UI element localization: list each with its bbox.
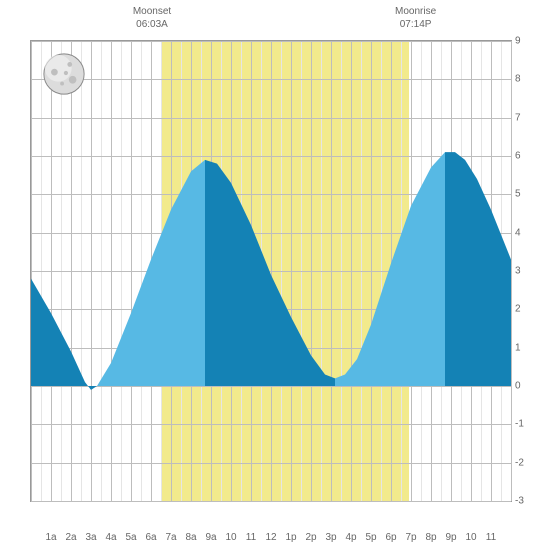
y-tick-label: 7 xyxy=(515,112,529,123)
grid-h xyxy=(31,41,511,42)
x-tick-label: 10 xyxy=(225,532,236,543)
x-tick-label: 1p xyxy=(285,532,296,543)
y-tick-label: -3 xyxy=(515,496,529,507)
x-tick-label: 4a xyxy=(105,532,116,543)
x-tick-label: 7a xyxy=(165,532,176,543)
plot-area: -3-2-101234567891a2a3a4a5a6a7a8a9a101112… xyxy=(30,40,512,502)
grid-h xyxy=(31,233,511,234)
x-tick-label: 11 xyxy=(486,532,496,543)
grid-h xyxy=(31,271,511,272)
y-tick-label: 6 xyxy=(515,151,529,162)
x-tick-label: 1a xyxy=(45,532,56,543)
y-tick-label: -2 xyxy=(515,457,529,468)
x-tick-label: 3p xyxy=(325,532,336,543)
x-tick-label: 9p xyxy=(445,532,456,543)
tide-chart: -3-2-101234567891a2a3a4a5a6a7a8a9a101112… xyxy=(0,0,550,550)
moonset-time-text: 06:03A xyxy=(133,18,171,31)
moonset-label: Moonset06:03A xyxy=(133,5,171,31)
x-tick-label: 12 xyxy=(265,532,276,543)
x-tick-label: 6p xyxy=(385,532,396,543)
grid-h xyxy=(31,79,511,80)
y-tick-label: -1 xyxy=(515,419,529,430)
y-tick-label: 4 xyxy=(515,227,529,238)
x-tick-label: 10 xyxy=(465,532,476,543)
x-tick-label: 2a xyxy=(65,532,76,543)
grid-h xyxy=(31,501,511,502)
y-tick-label: 1 xyxy=(515,342,529,353)
moonrise-label: Moonrise07:14P xyxy=(395,5,436,31)
x-tick-label: 5a xyxy=(125,532,136,543)
x-tick-label: 2p xyxy=(305,532,316,543)
moonrise-time-text: 07:14P xyxy=(395,18,436,31)
x-tick-label: 3a xyxy=(85,532,96,543)
x-tick-label: 7p xyxy=(405,532,416,543)
grid-v-major xyxy=(511,41,512,501)
y-tick-label: 3 xyxy=(515,266,529,277)
x-tick-label: 5p xyxy=(365,532,376,543)
x-tick-label: 8a xyxy=(185,532,196,543)
moon-icon xyxy=(41,51,87,97)
grid-h xyxy=(31,348,511,349)
x-tick-label: 9a xyxy=(205,532,216,543)
grid-h xyxy=(31,118,511,119)
x-tick-label: 4p xyxy=(345,532,356,543)
grid-h xyxy=(31,309,511,310)
y-tick-label: 2 xyxy=(515,304,529,315)
y-tick-label: 5 xyxy=(515,189,529,200)
grid-h xyxy=(31,424,511,425)
moonrise-label-text: Moonrise xyxy=(395,5,436,18)
grid-h xyxy=(31,463,511,464)
x-tick-label: 11 xyxy=(246,532,256,543)
y-tick-label: 9 xyxy=(515,36,529,47)
x-tick-label: 6a xyxy=(145,532,156,543)
grid-h xyxy=(31,386,511,387)
y-tick-label: 8 xyxy=(515,74,529,85)
grid-h xyxy=(31,194,511,195)
grid-h xyxy=(31,156,511,157)
x-tick-label: 8p xyxy=(425,532,436,543)
y-tick-label: 0 xyxy=(515,381,529,392)
moonset-label-text: Moonset xyxy=(133,5,171,18)
